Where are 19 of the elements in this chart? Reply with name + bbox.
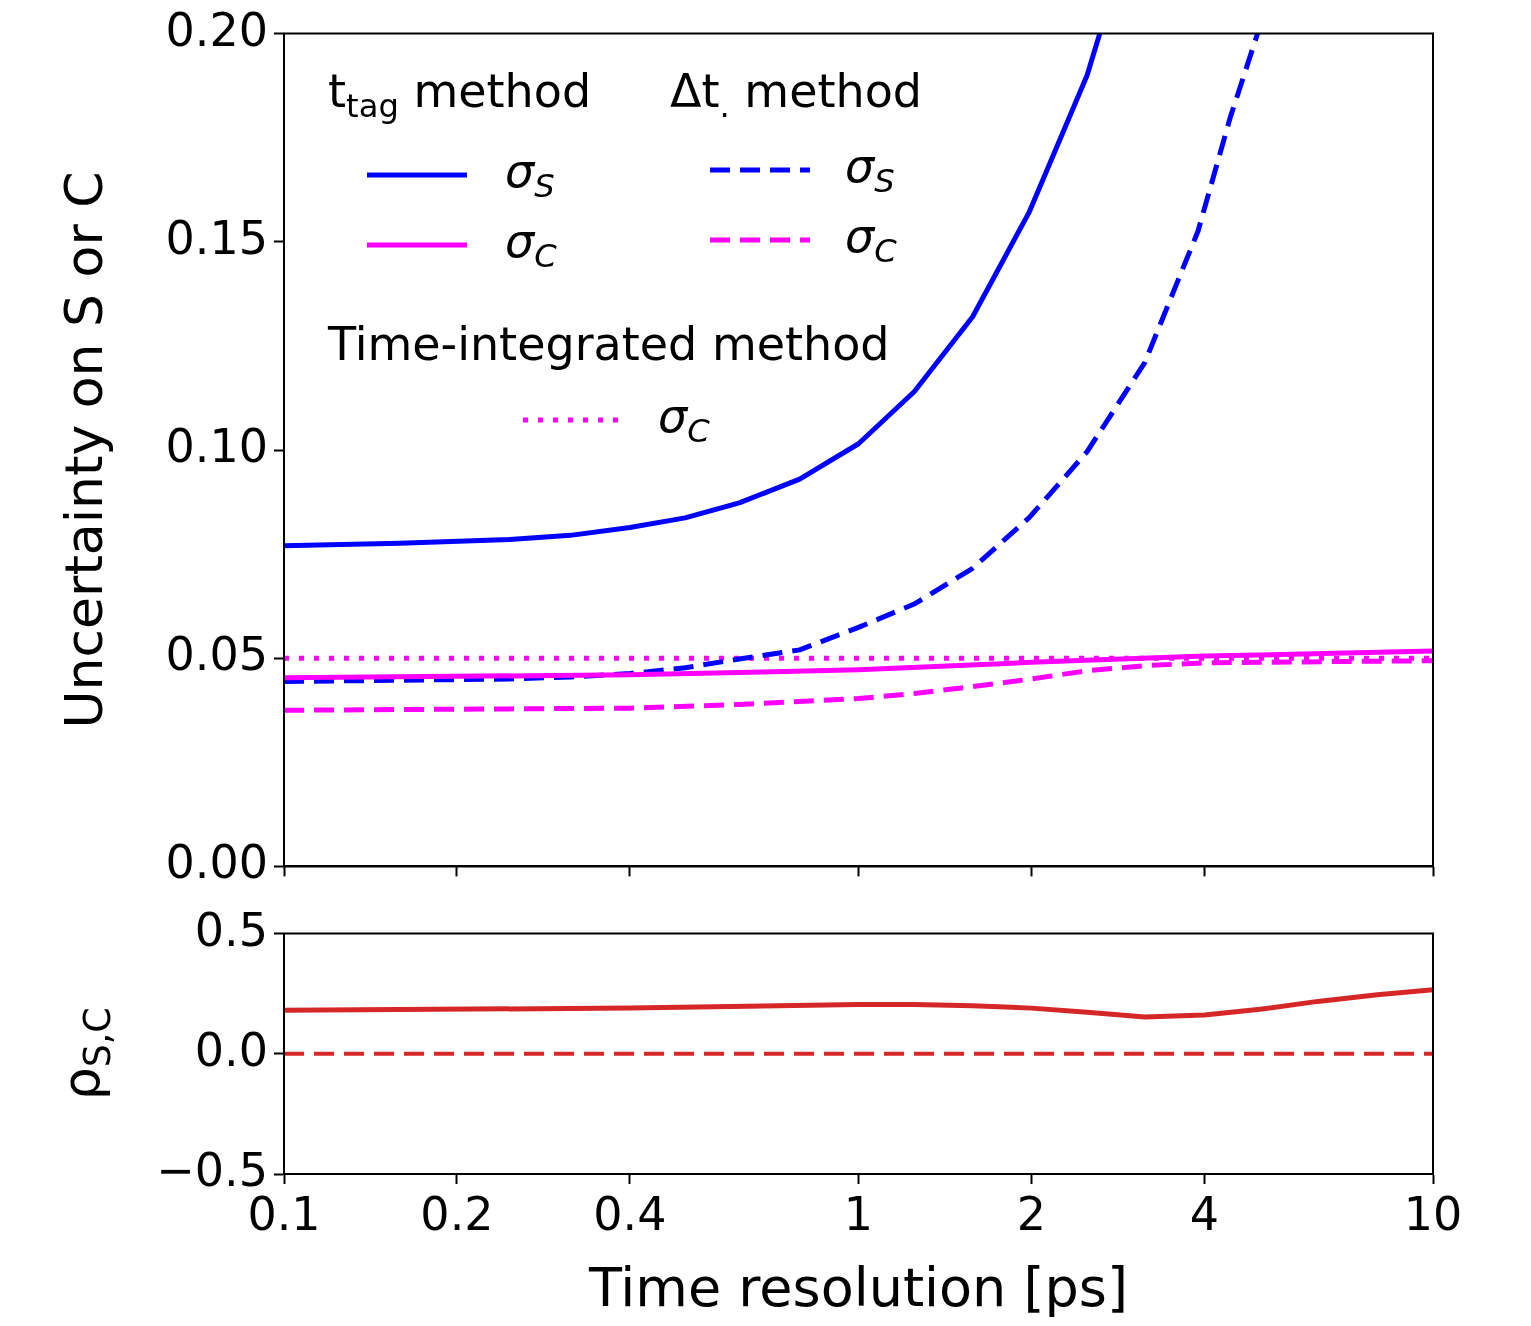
annotation: Δt. method [670,63,922,126]
y-axis-title: Uncertainty on S or C [53,171,114,729]
y-tick-label: 0.00 [165,835,268,890]
x-tick-label: 0.4 [593,1186,667,1241]
y-axis-title: ρS,C [50,1007,120,1101]
y-tick-label: 0.15 [165,210,268,265]
y-tick-label: 0.0 [194,1022,268,1077]
x-tick-label: 10 [1403,1186,1463,1241]
x-tick-label: 0.1 [247,1186,321,1241]
y-tick-label: 0.10 [165,418,268,473]
x-tick-label: 4 [1189,1186,1220,1241]
y-tick-label: 0.05 [165,627,268,682]
x-tick-label: 0.2 [420,1186,494,1241]
x-tick-label: 2 [1016,1186,1047,1241]
x-axis-title: Time resolution [ps] [587,1256,1129,1320]
y-tick-label: 0.20 [165,2,268,57]
annotation: Time-integrated method [327,316,890,371]
y-tick-label: 0.5 [194,902,268,957]
x-tick-label: 1 [843,1186,874,1241]
